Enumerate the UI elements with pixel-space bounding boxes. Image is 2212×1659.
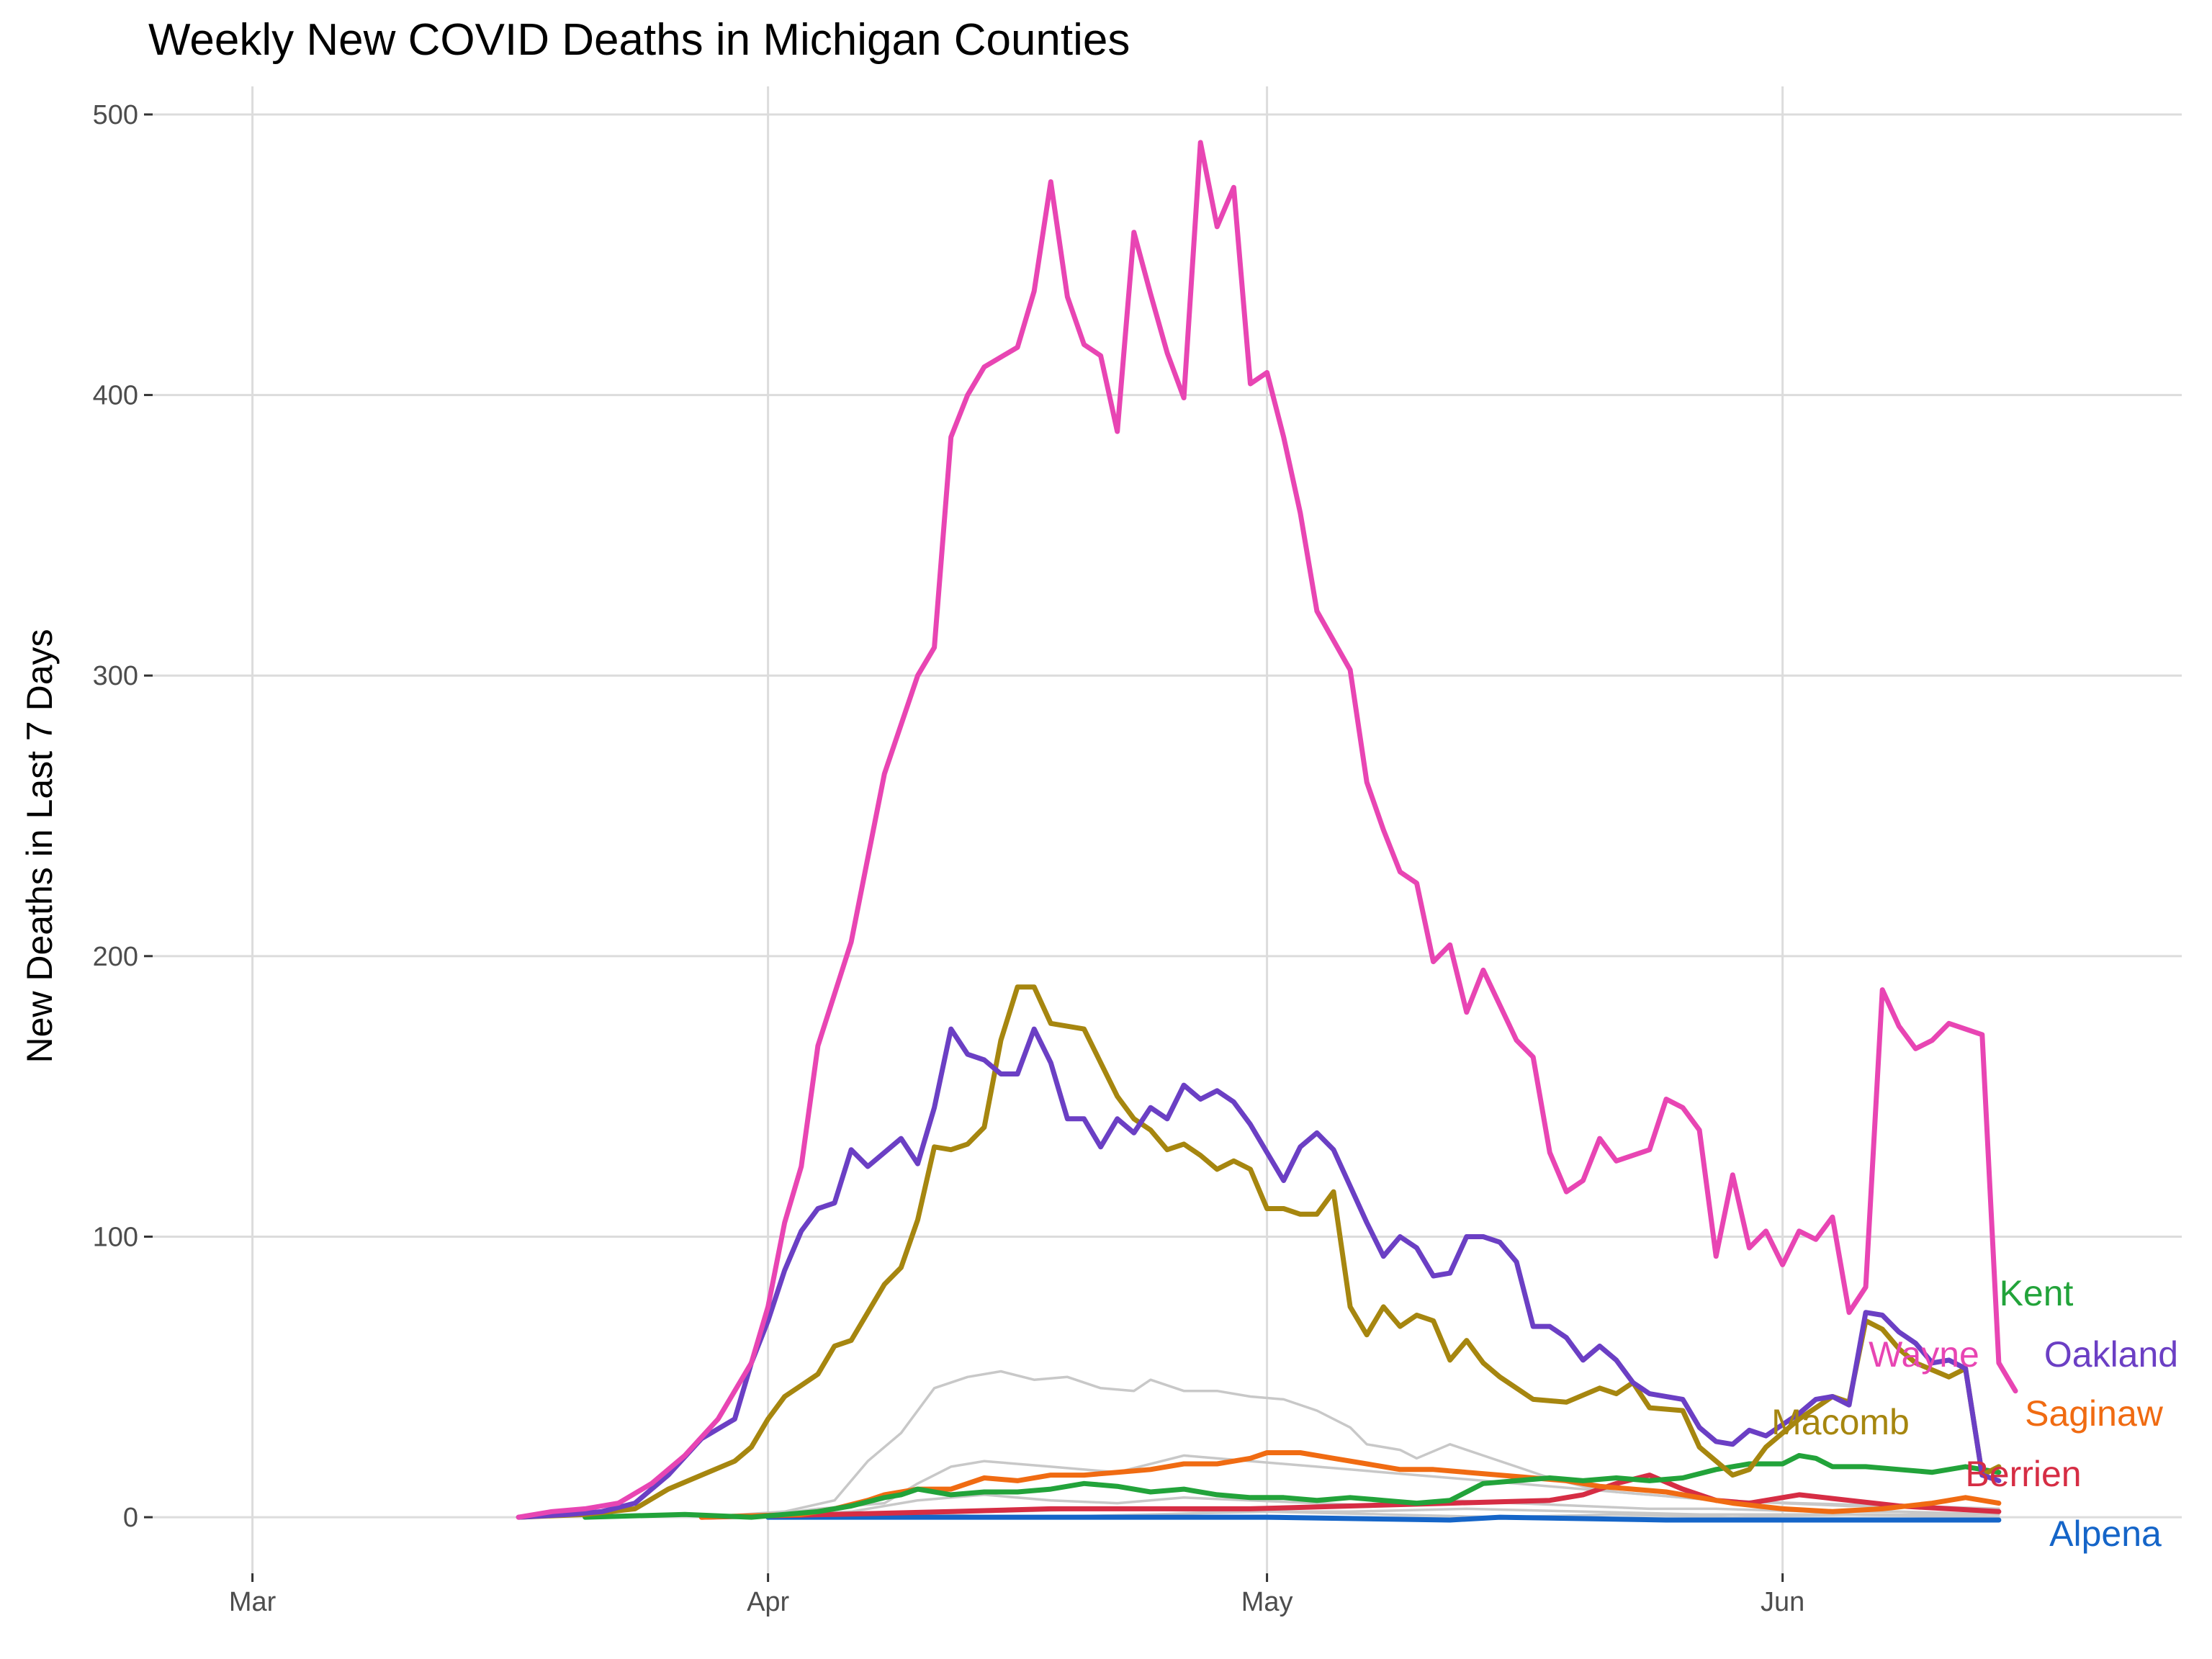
series-lines <box>516 140 2018 1523</box>
chart-title: Weekly New COVID Deaths in Michigan Coun… <box>148 15 1130 65</box>
series-line-macomb <box>516 984 2002 1520</box>
series-line-alpena <box>765 1514 2002 1523</box>
axis-ticks: 0 100 200 300 400 500 Mar Apr May Jun <box>93 100 1805 1617</box>
y-tick-label: 500 <box>93 100 138 130</box>
y-axis-label: New Deaths in Last 7 Days <box>19 629 60 1063</box>
x-tick-label: Apr <box>747 1587 789 1617</box>
series-label-berrien: Berrien <box>1965 1454 2081 1494</box>
series-line-kent <box>583 1452 2002 1520</box>
series-labels: Kent Wayne Oakland Macomb Saginaw Berrien Alpe… <box>1771 1273 2178 1554</box>
series-label-kent: Kent <box>2000 1273 2074 1313</box>
series-line-wayne <box>516 140 2018 1520</box>
series-label-saginaw: Saginaw <box>2025 1393 2164 1434</box>
series-label-alpena: Alpena <box>2049 1514 2162 1554</box>
series-label-oakland: Oakland <box>2044 1334 2178 1375</box>
y-tick-label: 0 <box>123 1503 138 1533</box>
y-tick-label: 200 <box>93 942 138 972</box>
x-tick-label: Mar <box>229 1587 276 1617</box>
series-line-saginaw <box>698 1450 2002 1520</box>
gridlines <box>153 86 2182 1573</box>
x-tick-label: May <box>1241 1587 1293 1617</box>
x-tick-label: Jun <box>1761 1587 1804 1617</box>
y-tick-label: 100 <box>93 1222 138 1252</box>
y-tick-label: 300 <box>93 661 138 691</box>
series-line-berrien <box>698 1473 2002 1520</box>
series-label-macomb: Macomb <box>1771 1402 1910 1442</box>
series-label-wayne: Wayne <box>1869 1334 1979 1375</box>
series-line-oakland <box>516 1026 2002 1520</box>
y-tick-label: 400 <box>93 381 138 411</box>
